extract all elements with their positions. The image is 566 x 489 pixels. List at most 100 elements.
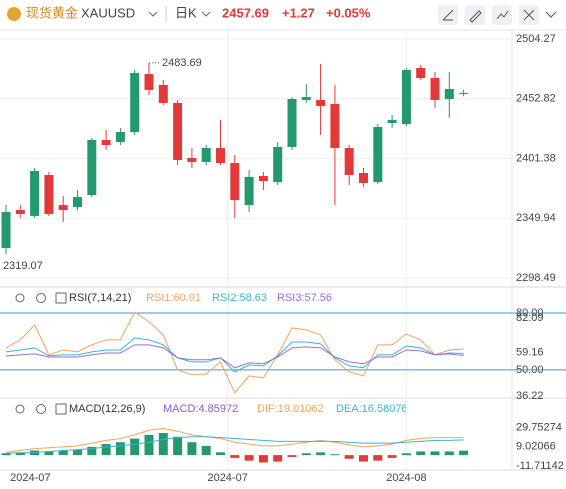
y-tick-label: 36.22 (516, 390, 544, 402)
macd-bar (173, 436, 183, 456)
macd-bar (187, 442, 197, 456)
change: +1.27 (282, 5, 315, 20)
candle-body (401, 69, 411, 124)
macd-bar (401, 453, 411, 456)
tool-icon (496, 10, 509, 20)
candle-body (273, 146, 283, 183)
y-tick-label: 9.02066 (516, 441, 556, 453)
toggle-icon[interactable] (55, 292, 67, 304)
macd-bar (416, 451, 426, 456)
macd-bar (58, 450, 68, 456)
macd-bar (287, 455, 297, 457)
toolbar (438, 5, 557, 25)
candle-body (130, 72, 140, 132)
eye-icon[interactable] (15, 293, 25, 303)
legend-entry: RSI1:60.91 (146, 292, 201, 304)
macd-bar (258, 455, 268, 463)
legend-entry: RSI2:58.63 (212, 292, 267, 304)
candle-body (444, 89, 454, 100)
macd-bar (359, 455, 368, 462)
macd-bar (115, 442, 125, 456)
y-tick-label: 2401.38 (516, 152, 556, 164)
macd-bar (273, 455, 283, 462)
candle-body (158, 84, 168, 103)
candle-body (44, 174, 54, 214)
indicator-title: MACD(12,26,9) (69, 403, 145, 415)
macd-bar (87, 446, 97, 456)
candle-body (115, 131, 125, 142)
rsi-panel-header: RSI(7,14,21) RSI1:60.91 RSI2:58.63 RSI3:… (15, 292, 332, 304)
macd-panel-header: MACD(12,26,9) MACD:4.85972 DIF:19.01062 … (15, 403, 408, 415)
macd-bar (330, 454, 340, 456)
symbol-name: 现货黄金 (26, 5, 78, 20)
toggle-icon[interactable] (55, 403, 67, 415)
y-tick-label: 2349.94 (516, 212, 556, 224)
macd-bar (1, 453, 11, 456)
y-tick-label: 2504.27 (516, 33, 556, 45)
macd-line (5, 436, 464, 454)
symbol-code[interactable]: XAUUSD (81, 5, 135, 20)
symbol-icon (7, 7, 21, 21)
eye-icon[interactable] (15, 404, 25, 414)
dropdown-caret[interactable] (201, 11, 211, 17)
candle-body (101, 140, 111, 146)
y-tick-label: 29.75274 (516, 422, 562, 434)
macd-bar (444, 451, 454, 456)
candle-body (387, 120, 397, 124)
rsi-line (5, 344, 464, 369)
macd-bar (15, 452, 25, 456)
candle-body (330, 104, 340, 149)
macd-bar (130, 438, 140, 456)
candle-body (416, 68, 426, 78)
y-tick-label: 59.16 (516, 346, 544, 358)
macd-bar (73, 449, 82, 456)
settings-icon[interactable] (36, 404, 46, 414)
candle-body (201, 148, 211, 162)
settings-icon[interactable] (36, 293, 46, 303)
legend-entry: MACD:4.85972 (163, 403, 238, 415)
candle-body (87, 140, 97, 196)
macd-bar (230, 455, 240, 458)
legend-entry: DIF:19.01062 (257, 403, 324, 415)
tool-icon (442, 9, 454, 21)
candle-body (301, 97, 311, 100)
macd-bar (430, 451, 440, 456)
macd-bar (387, 455, 397, 458)
legend-entry: RSI3:57.56 (277, 292, 332, 304)
dropdown-caret[interactable] (148, 11, 158, 17)
price: 2457.69 (222, 5, 269, 20)
candle-body (15, 210, 25, 214)
x-tick-label: 2024-08 (386, 472, 426, 484)
candle-body (359, 172, 368, 183)
macd-bar (459, 450, 469, 456)
macd-bar (344, 455, 354, 459)
y-tick-label: 2298.49 (516, 272, 556, 284)
macd-bar (144, 434, 154, 456)
candle-body (316, 99, 326, 106)
candle-body (459, 93, 469, 95)
macd-bar (201, 445, 211, 456)
candle-body (187, 158, 197, 162)
candle-body (287, 99, 297, 147)
candle-body (244, 176, 254, 206)
macd-bar (101, 444, 111, 456)
candle-body (344, 148, 354, 175)
candle-body (58, 205, 68, 211)
candle-body (258, 176, 268, 182)
macd-bar (216, 452, 225, 456)
change-pct: +0.05% (326, 5, 371, 20)
macd-line (5, 427, 464, 453)
tool-icon (469, 10, 482, 23)
period[interactable]: 日K (175, 5, 197, 20)
macd-bar (373, 455, 383, 461)
x-tick-label: 2024-07 (10, 472, 50, 484)
tool-icon (523, 9, 535, 21)
candle-body (144, 74, 154, 90)
tool-icon[interactable] (545, 11, 557, 18)
macd-bar (244, 455, 254, 461)
legend-entry: DEA:16.58076 (336, 403, 408, 415)
candle-body (430, 77, 440, 100)
high-annotation: 2483.69 (162, 57, 202, 69)
candle-body (373, 127, 383, 183)
indicator-title: RSI(7,14,21) (69, 292, 131, 304)
